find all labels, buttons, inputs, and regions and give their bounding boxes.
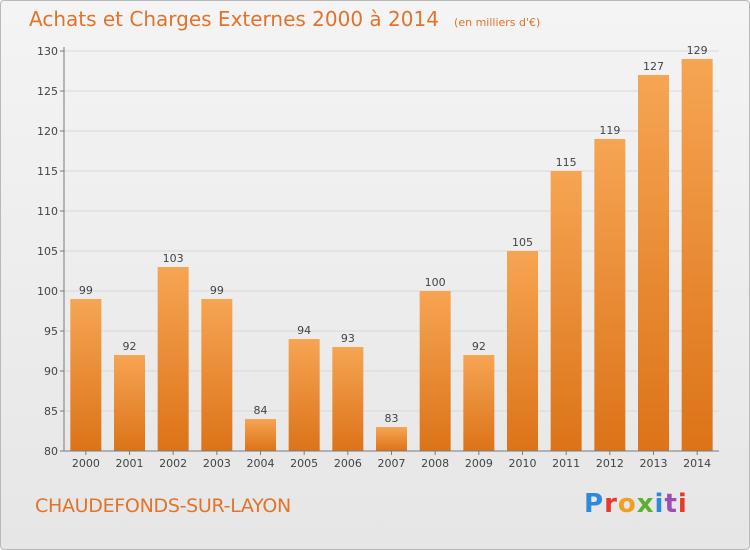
x-tick-label: 2000 xyxy=(72,457,100,470)
x-tick-label: 2010 xyxy=(509,457,537,470)
x-tick-label: 2001 xyxy=(116,457,144,470)
bar xyxy=(419,291,451,451)
x-tick-label: 2006 xyxy=(334,457,362,470)
bar-value-label: 99 xyxy=(210,284,224,297)
bar xyxy=(332,347,364,451)
x-tick-label: 2005 xyxy=(290,457,318,470)
bar-value-label: 94 xyxy=(297,324,311,337)
x-tick-label: 2004 xyxy=(247,457,275,470)
bar-value-label: 92 xyxy=(123,340,137,353)
y-tick-label: 125 xyxy=(37,85,58,98)
bar-value-label: 84 xyxy=(254,404,268,417)
logo-letter: t xyxy=(664,489,678,519)
x-tick-label: 2013 xyxy=(640,457,668,470)
bar xyxy=(288,339,320,451)
y-tick-label: 115 xyxy=(37,165,58,178)
bar xyxy=(507,251,538,451)
bar xyxy=(550,171,582,451)
bar-value-label: 127 xyxy=(643,60,664,73)
proxiti-logo: Proxiti xyxy=(584,489,688,519)
chart-unit-note: (en milliers d'€) xyxy=(454,16,541,29)
chart-title: Achats et Charges Externes 2000 à 2014 xyxy=(29,7,439,31)
x-tick-label: 2002 xyxy=(159,457,187,470)
bar-value-label: 93 xyxy=(341,332,355,345)
title-row: Achats et Charges Externes 2000 à 2014 (… xyxy=(29,7,540,31)
bar-value-label: 100 xyxy=(425,276,446,289)
bar xyxy=(681,59,713,451)
place-name: CHAUDEFONDS-SUR-LAYON xyxy=(35,495,291,517)
x-tick-label: 2011 xyxy=(552,457,580,470)
bar-value-label: 105 xyxy=(512,236,533,249)
x-tick-label: 2012 xyxy=(596,457,624,470)
y-tick-label: 110 xyxy=(37,205,58,218)
x-tick-label: 2008 xyxy=(421,457,449,470)
x-tick-label: 2014 xyxy=(683,457,711,470)
bar-value-label: 129 xyxy=(687,44,708,57)
logo-letter: P xyxy=(584,489,605,519)
bar-value-label: 103 xyxy=(163,252,184,265)
bar xyxy=(157,267,189,451)
logo-letter: i xyxy=(677,489,688,519)
logo-letter: o xyxy=(617,489,637,519)
bar-value-label: 99 xyxy=(79,284,93,297)
bar xyxy=(463,355,495,451)
y-tick-label: 85 xyxy=(44,405,58,418)
y-tick-label: 95 xyxy=(44,325,58,338)
bar xyxy=(376,427,407,451)
bar-value-label: 92 xyxy=(472,340,486,353)
x-tick-label: 2007 xyxy=(378,457,406,470)
y-tick-label: 120 xyxy=(37,125,58,138)
bar xyxy=(594,139,626,451)
bar xyxy=(638,75,669,451)
logo-letter: i xyxy=(654,489,665,519)
bar-value-label: 119 xyxy=(599,124,620,137)
bar xyxy=(245,419,276,451)
bar-value-label: 115 xyxy=(556,156,577,169)
bar xyxy=(201,299,233,451)
bar-value-label: 83 xyxy=(385,412,399,425)
x-tick-label: 2009 xyxy=(465,457,493,470)
logo-letter: x xyxy=(636,489,655,519)
x-tick-label: 2003 xyxy=(203,457,231,470)
bar xyxy=(70,299,102,451)
y-tick-label: 105 xyxy=(37,245,58,258)
y-tick-label: 80 xyxy=(44,445,58,458)
y-tick-label: 130 xyxy=(37,45,58,58)
y-tick-label: 100 xyxy=(37,285,58,298)
logo-letter: r xyxy=(604,489,618,519)
y-tick-label: 90 xyxy=(44,365,58,378)
bar xyxy=(114,355,145,451)
